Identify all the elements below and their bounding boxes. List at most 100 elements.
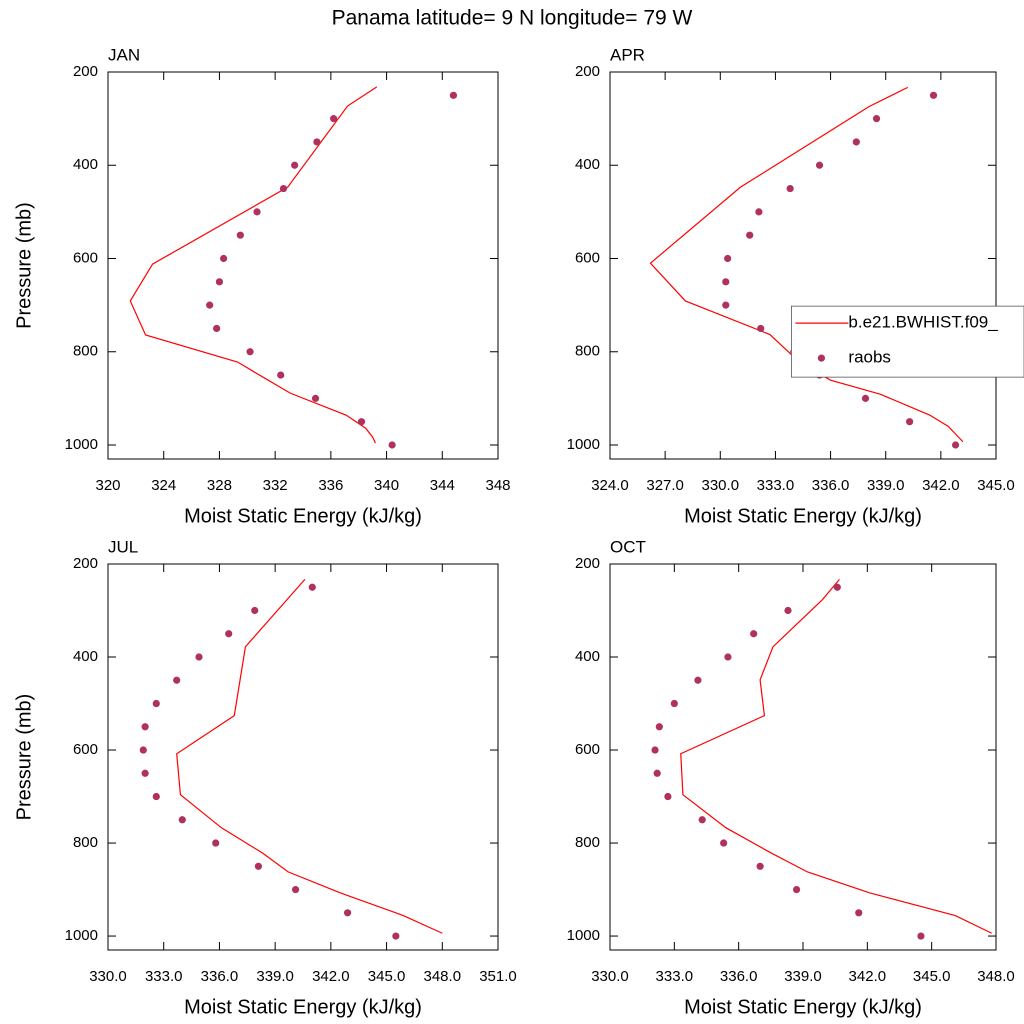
plot-frame — [107, 563, 499, 951]
y-tick-label: 1000 — [65, 436, 98, 453]
data-point — [246, 348, 254, 356]
data-point — [311, 394, 320, 402]
y-tick-label: 800 — [73, 834, 98, 851]
data-point — [152, 699, 160, 708]
data-line — [649, 86, 964, 443]
data-point — [313, 138, 321, 146]
data-point — [277, 371, 285, 379]
y-tick-label: 800 — [575, 834, 600, 851]
data-point — [254, 862, 263, 870]
x-tick-label: 330.0 — [591, 968, 629, 985]
x-tick-label: 327.0 — [646, 477, 684, 494]
data-point — [746, 231, 754, 239]
y-tick-label: 400 — [73, 156, 98, 173]
data-point — [722, 278, 730, 286]
data-point — [755, 208, 763, 216]
panel-title: JUL — [108, 537, 138, 556]
panel-title: JAN — [108, 45, 140, 64]
x-tick-label: 344 — [430, 477, 455, 494]
figure-title: Panama latitude= 9 N longitude= 79 W — [332, 7, 693, 30]
x-tick-label: 332 — [263, 477, 288, 494]
y-tick-label: 600 — [73, 741, 98, 758]
legend-marker — [817, 354, 826, 362]
data-point — [141, 723, 149, 731]
x-tick-label: 345.0 — [368, 968, 406, 985]
x-tick-label: 336.0 — [720, 968, 758, 985]
x-tick-label: 342.0 — [849, 968, 887, 985]
y-tick-label: 200 — [575, 63, 600, 80]
y-axis-label: Pressure (mb) — [13, 694, 35, 821]
data-point — [929, 91, 938, 99]
y-tick-label: 1000 — [567, 436, 600, 453]
data-point — [357, 418, 366, 426]
x-tick-label: 333.0 — [656, 968, 694, 985]
y-tick-label: 200 — [575, 555, 600, 572]
y-tick-label: 400 — [73, 648, 98, 665]
data-point — [664, 792, 672, 801]
legend-box — [791, 305, 1024, 378]
x-tick-label: 339.0 — [784, 968, 822, 985]
x-axis-label: Moist Static Energy (kJ/kg) — [184, 505, 422, 527]
x-axis-label: Moist Static Energy (kJ/kg) — [684, 996, 922, 1018]
x-tick-label: 348.0 — [424, 968, 462, 985]
data-point — [308, 583, 316, 591]
data-point — [220, 254, 228, 263]
data-point — [212, 839, 220, 847]
data-point — [784, 606, 792, 615]
y-tick-label: 200 — [73, 555, 98, 572]
x-tick-label: 340 — [374, 477, 399, 494]
x-tick-label: 336 — [318, 477, 343, 494]
data-point — [906, 418, 914, 426]
data-point — [917, 932, 925, 940]
x-tick-label: 342.0 — [312, 968, 350, 985]
data-point — [786, 184, 794, 193]
data-point — [139, 746, 147, 754]
data-point — [392, 932, 400, 940]
y-tick-label: 600 — [575, 741, 600, 758]
y-axis-label: Pressure (mb) — [13, 202, 35, 329]
data-point — [724, 254, 732, 263]
data-point — [291, 885, 300, 894]
data-line — [680, 578, 992, 934]
y-tick-label: 1000 — [567, 927, 600, 944]
data-point — [861, 394, 870, 402]
x-tick-label: 348 — [485, 477, 510, 494]
data-point — [833, 583, 841, 591]
y-tick-label: 800 — [73, 343, 98, 360]
y-tick-label: 400 — [575, 648, 600, 665]
data-point — [792, 885, 801, 894]
data-point — [195, 653, 203, 661]
data-point — [225, 630, 233, 638]
x-tick-label: 345.0 — [977, 477, 1015, 494]
data-point — [330, 115, 338, 123]
data-point — [279, 184, 288, 193]
data-point — [343, 909, 352, 917]
y-tick-label: 1000 — [65, 927, 98, 944]
x-tick-label: 333.0 — [757, 477, 795, 494]
data-point — [206, 301, 214, 309]
data-point — [388, 441, 396, 449]
data-point — [152, 792, 160, 801]
x-tick-label: 328 — [207, 477, 232, 494]
data-point — [698, 816, 706, 824]
y-tick-label: 600 — [73, 249, 98, 266]
data-point — [720, 839, 728, 847]
data-line — [176, 578, 443, 934]
x-tick-label: 339.0 — [867, 477, 905, 494]
data-point — [694, 676, 702, 684]
data-point — [951, 441, 960, 449]
x-tick-label: 320 — [95, 477, 120, 494]
y-tick-label: 200 — [73, 63, 98, 80]
data-point — [251, 606, 259, 615]
x-tick-label: 324 — [151, 477, 176, 494]
x-tick-label: 345.0 — [913, 968, 951, 985]
data-point — [215, 278, 224, 286]
data-point — [750, 630, 758, 638]
y-tick-label: 600 — [575, 249, 600, 266]
data-point — [653, 769, 661, 777]
legend-label: raobs — [848, 348, 891, 367]
data-point — [670, 699, 678, 708]
x-axis-label: Moist Static Energy (kJ/kg) — [184, 996, 422, 1018]
